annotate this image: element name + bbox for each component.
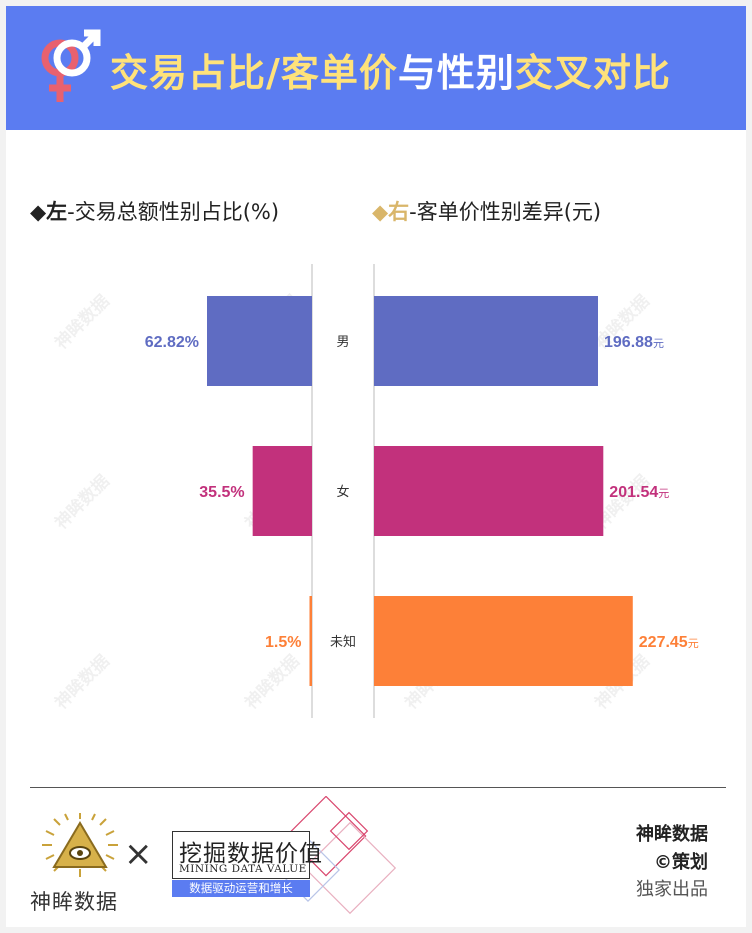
category-label-1: 女 [336,484,349,500]
right-panel-label: -客单价性别差异(元) [409,200,602,224]
header-banner: 交易占比/客单价与性别交叉对比 [6,6,746,130]
collab-times-icon: × [124,834,153,874]
footer-divider [30,787,726,788]
watermark-text: 神眸数据 [241,651,304,714]
credit-planning: ©策划 [654,852,708,873]
watermark-text: 神眸数据 [51,651,114,714]
left-panel-label: -交易总额性别占比(%) [67,200,280,224]
brand-left-name: 神眸数据 [30,890,118,914]
diamond-bullet-icon: ◆ [372,200,389,224]
gender-symbol-icon [41,29,101,102]
right-bar-unit-1: 元 [658,488,669,500]
page-title: 交易占比/客单价与性别交叉对比 [110,42,671,97]
right-panel-lead: 右 [388,200,410,224]
right-bar-0 [374,296,598,386]
left-panel-subtitle: ◆左-交易总额性别占比(%) [30,196,279,226]
right-bar-label-2: 227.45元 [639,634,699,651]
left-bar-label-0: 62.82% [145,334,199,351]
infographic-card: 交易占比/客单价与性别交叉对比 ◆左-交易总额性别占比(%) ◆右-客单价性别差… [6,6,746,927]
right-bar-1 [374,446,604,536]
mining-data-logo: 挖掘数据价值 MINING DATA VALUE [172,831,322,879]
diamond-bullet-icon: ◆ [30,200,47,224]
eye-pyramid-logo-icon [42,813,118,877]
category-label-0: 男 [336,335,349,350]
gender-comparison-chart: 神眸数据神眸数据神眸数据神眸数据神眸数据神眸数据神眸数据神眸数据神眸数据神眸数据… [51,264,699,718]
credit-exclusive: 独家出品 [636,879,708,900]
right-bar-unit-2: 元 [688,638,699,650]
right-bar-label-1: 201.54元 [609,484,669,501]
title-highlight-1: 交易占比/客单价 [110,51,398,95]
brand-mid-slogan: 数据驱动运营和增长 [172,880,310,897]
category-label-2: 未知 [330,634,356,650]
brand-mid-name: 挖掘数据价值 [179,841,323,867]
watermark-text: 神眸数据 [51,471,114,534]
right-bar-label-0: 196.88元 [604,334,664,351]
right-bar-unit-0: 元 [653,338,664,350]
credit-brand: 神眸数据 [636,824,708,845]
right-bar-2 [374,596,633,686]
left-panel-lead: 左 [46,200,68,224]
right-panel-subtitle: ◆右-客单价性别差异(元) [372,196,601,226]
title-highlight-2: 交叉对比 [514,51,671,95]
left-bar-0 [207,296,312,386]
left-bar-2 [309,596,312,686]
left-bar-label-1: 35.5% [199,484,244,501]
title-plain: 与性别 [397,51,515,95]
brand-mid-english: MINING DATA VALUE [179,863,307,875]
left-bar-1 [252,446,312,536]
watermark-text: 神眸数据 [51,291,114,354]
left-bar-label-2: 1.5% [265,634,301,651]
